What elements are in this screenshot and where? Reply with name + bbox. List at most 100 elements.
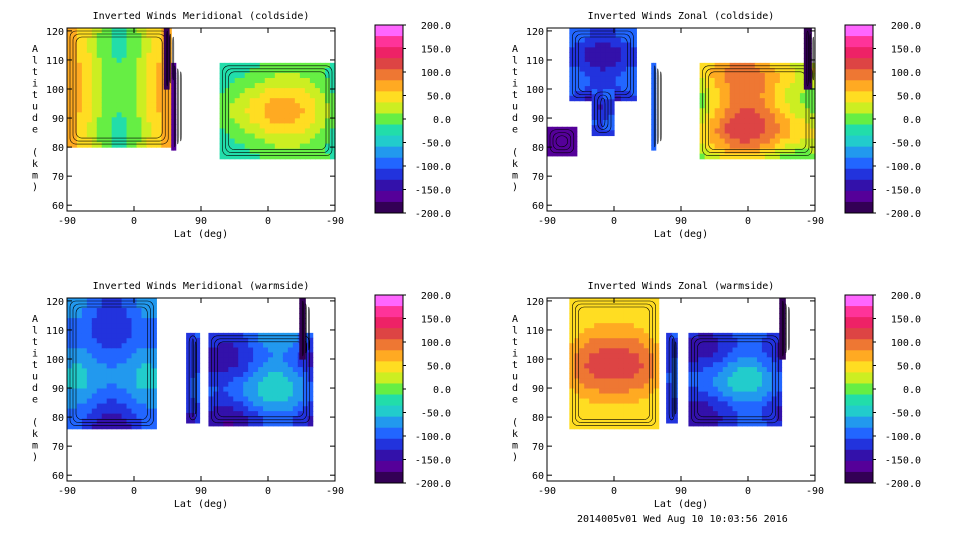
contour-cell [314, 133, 321, 140]
contour-cell [719, 153, 726, 160]
contour-cell [633, 353, 640, 359]
contour-cell [579, 42, 586, 48]
contour-cell [766, 376, 773, 383]
contour-cell [254, 148, 261, 155]
contour-cell [594, 308, 600, 314]
contour-cell [76, 388, 83, 395]
contour-cell [86, 398, 93, 405]
contour-cell [727, 420, 734, 427]
contour-cell [121, 358, 128, 364]
contour-cell [604, 373, 610, 380]
contour-cell [608, 130, 615, 137]
contour-cell [239, 67, 246, 74]
contour-cell [268, 367, 274, 373]
contour-cell [704, 98, 711, 104]
contour-cell [719, 88, 726, 94]
contour-cell [594, 373, 600, 380]
contour-cell [324, 98, 331, 104]
contour-cell [615, 32, 622, 39]
contour-cell [277, 371, 284, 378]
contour-cell [263, 376, 269, 383]
contour-cell [732, 376, 739, 383]
contour-cell [131, 363, 138, 369]
x-tick-label: 0 [265, 486, 271, 497]
contour-cell [116, 42, 123, 49]
contour-cell [309, 72, 316, 79]
contour-cell [224, 88, 231, 94]
contour-cell [712, 406, 719, 412]
contour-cell [714, 123, 721, 130]
contour-cell [574, 418, 580, 425]
contour-cell [764, 72, 771, 79]
contour-cell [126, 378, 133, 385]
contour-line [784, 303, 787, 354]
contour-cell [106, 62, 113, 69]
contour-cell [294, 128, 301, 135]
contour-cell [223, 381, 229, 388]
contour-cell [269, 138, 276, 145]
contour-cell [131, 353, 138, 359]
data-region [569, 298, 660, 430]
y-axis-label-char: A [512, 44, 518, 55]
contour-cell [121, 393, 128, 400]
contour-cell [620, 90, 627, 97]
contour-cell [671, 392, 678, 399]
contour-cell [126, 318, 133, 324]
contour-cell [233, 416, 239, 422]
contour-cell [651, 144, 655, 151]
colorbar-swatch [375, 80, 403, 92]
contour-cell [759, 153, 766, 160]
contour-cell [626, 76, 632, 82]
contour-cell [136, 122, 143, 128]
contour-cell [71, 37, 78, 44]
contour-cell [803, 28, 809, 34]
contour-line [166, 30, 169, 87]
contour-cell [141, 393, 147, 400]
contour-cell [195, 392, 201, 399]
contour-cell [599, 383, 605, 390]
colorbar-swatch [375, 47, 403, 59]
contour-cell [771, 342, 778, 349]
contour-cell [151, 47, 157, 54]
contour-cell [605, 76, 612, 82]
contour-cell [724, 67, 731, 74]
contour-cell [599, 418, 605, 425]
contour-cell [771, 347, 778, 354]
contour-cell [779, 143, 786, 150]
colorbar-swatch [375, 190, 403, 203]
contour-cell [551, 150, 558, 157]
contour-cell [86, 52, 93, 59]
contour-cell [136, 303, 143, 309]
contour-cell [81, 107, 88, 113]
y-axis-label-char: A [32, 44, 38, 55]
contour-cell [623, 368, 630, 375]
contour-cell [324, 62, 331, 69]
contour-cell [106, 37, 113, 44]
contour-cell [608, 114, 615, 121]
contour-cell [628, 318, 635, 324]
contour-cell [615, 76, 622, 82]
contour-cell [141, 102, 147, 108]
contour-cell [633, 318, 640, 324]
contour-cell [277, 357, 284, 363]
colorbar-tick-label: -200.0 [885, 479, 921, 490]
contour-cell [779, 67, 786, 74]
contour-cell [602, 130, 610, 137]
contour-cell [799, 83, 806, 89]
contour-cell [243, 381, 249, 388]
data-region [651, 62, 662, 151]
contour-cell [106, 303, 113, 309]
colorbar-tick-label: -50.0 [421, 139, 451, 150]
contour-cell [633, 368, 640, 375]
contour-cell [615, 57, 622, 63]
contour-cell [604, 303, 610, 309]
contour-cell [631, 81, 637, 87]
contour-cell [81, 132, 88, 138]
colorbar-swatch [375, 383, 403, 396]
contour-cell [116, 363, 123, 369]
contour-cell [794, 72, 801, 79]
contour-cell [769, 72, 776, 79]
contour-cell [643, 343, 650, 349]
contour-cell [111, 117, 118, 123]
data-region [666, 332, 678, 424]
